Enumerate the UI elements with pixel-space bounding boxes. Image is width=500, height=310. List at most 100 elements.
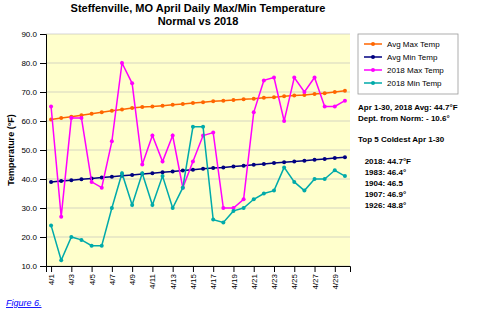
legend-marker <box>371 55 375 59</box>
series-point <box>90 180 94 184</box>
series-point <box>110 139 114 143</box>
x-tick-mark <box>132 266 133 272</box>
series-point <box>272 95 276 99</box>
series-point <box>272 161 276 165</box>
x-tick: 4/25 <box>290 266 299 290</box>
series-point <box>292 180 296 184</box>
x-tick-label: 4/19 <box>230 273 239 289</box>
series-point <box>221 206 225 210</box>
x-tick-mark <box>315 266 316 272</box>
series-point <box>181 169 185 173</box>
x-tick-mark <box>213 266 214 272</box>
series-point <box>191 160 195 164</box>
x-tick-label: 4/9 <box>128 273 137 285</box>
series-point <box>140 163 144 167</box>
series-point <box>150 134 154 138</box>
y-tick-label: 60.0 <box>21 117 37 126</box>
y-tick: 20.0 <box>21 233 46 242</box>
x-tick: 4/23 <box>270 266 279 290</box>
series-point <box>90 112 94 116</box>
x-tick-mark <box>112 266 113 272</box>
series-point <box>323 105 327 109</box>
annotation: Apr 1-30, 2018 Avg: 44.7°FDept. from Nor… <box>358 103 458 123</box>
y-tick-mark <box>40 92 46 93</box>
series-point <box>242 206 246 210</box>
series-point <box>140 105 144 109</box>
series-point <box>211 131 215 135</box>
series-point <box>171 169 175 173</box>
series-point <box>211 99 215 103</box>
y-axis-title: Temperature (°F) <box>6 114 16 185</box>
series-point <box>282 119 286 123</box>
series-point <box>313 92 317 96</box>
x-axis: 4/14/34/54/74/94/114/134/154/174/194/214… <box>47 266 351 290</box>
y-tick-mark <box>40 208 46 209</box>
x-tick: 4/29 <box>331 266 340 290</box>
y-tick: 30.0 <box>21 204 46 213</box>
series-point <box>262 162 266 166</box>
grid-line <box>46 208 350 209</box>
legend-marker <box>371 68 375 72</box>
series-point <box>191 125 195 129</box>
series-point <box>333 105 337 109</box>
series-point <box>211 166 215 170</box>
y-tick-label: 40.0 <box>21 175 37 184</box>
series-point <box>49 180 53 184</box>
x-tick-label: 4/25 <box>290 273 299 289</box>
series-point <box>120 61 124 65</box>
x-tick: 4/17 <box>209 266 218 290</box>
series-point <box>150 171 154 175</box>
series-point <box>49 105 53 109</box>
series-point <box>272 189 276 193</box>
series-point <box>221 99 225 103</box>
series-point <box>333 156 337 160</box>
series-point <box>69 178 73 182</box>
grid-line <box>46 237 350 238</box>
series-point <box>49 223 53 227</box>
grid <box>46 34 350 266</box>
series-point <box>252 197 256 201</box>
x-tick-mark <box>274 266 275 272</box>
series-point <box>262 192 266 196</box>
legend: Avg Max TempAvg Min Temp2018 Max Temp201… <box>358 34 458 94</box>
y-tick-label: 50.0 <box>21 146 37 155</box>
y-tick-label: 20.0 <box>21 233 37 242</box>
series-point <box>262 78 266 82</box>
x-tick-label: 4/29 <box>331 273 340 289</box>
series-point <box>201 100 205 104</box>
series-point <box>201 125 205 129</box>
y-tick: 90.0 <box>21 30 46 39</box>
series-point <box>69 116 73 120</box>
y-tick-mark <box>40 179 46 180</box>
series-point <box>59 258 63 262</box>
series-point <box>171 206 175 210</box>
series-point <box>231 209 235 213</box>
y-tick: 10.0 <box>21 262 46 271</box>
title: Steffenville, MO April Daily Max/Min Tem… <box>71 2 326 27</box>
y-tick-label: 70.0 <box>21 88 37 97</box>
y-tick-mark <box>40 266 46 267</box>
series-line <box>51 63 345 217</box>
x-tick-label: 4/23 <box>270 273 279 289</box>
series-point <box>252 163 256 167</box>
x-tick: 4/21 <box>250 266 259 290</box>
series-point <box>110 175 114 179</box>
series-point <box>302 189 306 193</box>
series-point <box>292 93 296 97</box>
series-line <box>51 127 345 260</box>
series-point <box>120 171 124 175</box>
series-point <box>171 134 175 138</box>
series-point <box>171 103 175 107</box>
series-point <box>333 168 337 172</box>
series-point <box>272 76 276 80</box>
y-tick-mark <box>40 63 46 64</box>
x-tick-mark <box>335 266 336 272</box>
series-point <box>181 102 185 106</box>
series-point <box>313 177 317 181</box>
x-tick: 4/11 <box>148 266 157 289</box>
series-point <box>161 160 165 164</box>
legend-label: 2018 Max Temp <box>387 66 444 75</box>
y-tick-mark <box>40 34 46 35</box>
x-tick-label: 4/27 <box>311 273 320 289</box>
grid-line <box>46 121 350 122</box>
